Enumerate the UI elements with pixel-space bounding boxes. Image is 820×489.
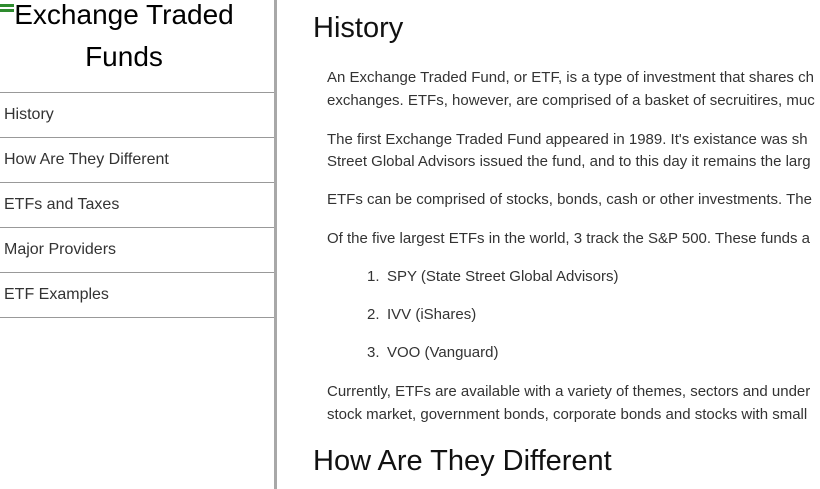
- site-title-line1: Exchange Traded: [14, 0, 234, 30]
- largest-etfs-list: 1. SPY (State Street Global Advisors) 2. I…: [327, 266, 619, 380]
- sidebar: Exchange Traded Funds History How Are Th…: [0, 0, 277, 489]
- paragraph-intro-line2: exchanges. ETFs, however, are comprised …: [327, 92, 815, 109]
- paragraph-first-etf-line1: The first Exchange Traded Fund appeared …: [327, 131, 808, 148]
- main-content: History An Exchange Traded Fund, or ETF,…: [277, 0, 820, 489]
- sidebar-item-history[interactable]: History: [0, 92, 274, 137]
- hamburger-menu-icon[interactable]: [0, 4, 14, 16]
- sidebar-nav: History How Are They Different ETFs and …: [0, 92, 274, 318]
- site-title: Exchange Traded Funds: [0, 0, 248, 78]
- paragraph-largest-etfs: Of the five largest ETFs in the world, 3…: [327, 230, 811, 247]
- sidebar-item-how-are-they-different[interactable]: How Are They Different: [0, 137, 274, 182]
- list-item-number: 2.: [367, 306, 380, 323]
- list-item-text: IVV (iShares): [387, 306, 477, 323]
- list-item-text: VOO (Vanguard): [387, 344, 499, 361]
- list-item-text: SPY (State Street Global Advisors): [387, 268, 619, 285]
- paragraph-composition: ETFs can be comprised of stocks, bonds, …: [327, 191, 812, 208]
- sidebar-item-etf-examples[interactable]: ETF Examples: [0, 272, 274, 318]
- site-title-line2: Funds: [85, 41, 163, 72]
- paragraph-themes-line1: Currently, ETFs are available with a var…: [327, 383, 811, 400]
- list-item: 2. IVV (iShares): [327, 304, 619, 342]
- sidebar-item-major-providers[interactable]: Major Providers: [0, 227, 274, 272]
- paragraph-intro-line1: An Exchange Traded Fund, or ETF, is a ty…: [327, 69, 814, 86]
- list-item-number: 1.: [367, 268, 380, 285]
- section-heading-history: History: [313, 12, 404, 44]
- paragraph-themes-line2: stock market, government bonds, corporat…: [327, 406, 808, 423]
- sidebar-item-etfs-and-taxes[interactable]: ETFs and Taxes: [0, 182, 274, 227]
- paragraph-first-etf-line2: Street Global Advisors issued the fund, …: [327, 153, 811, 170]
- section-heading-how-are-they-different: How Are They Different: [313, 445, 612, 477]
- list-item: 3. VOO (Vanguard): [327, 342, 619, 380]
- list-item: 1. SPY (State Street Global Advisors): [327, 266, 619, 304]
- list-item-number: 3.: [367, 344, 380, 361]
